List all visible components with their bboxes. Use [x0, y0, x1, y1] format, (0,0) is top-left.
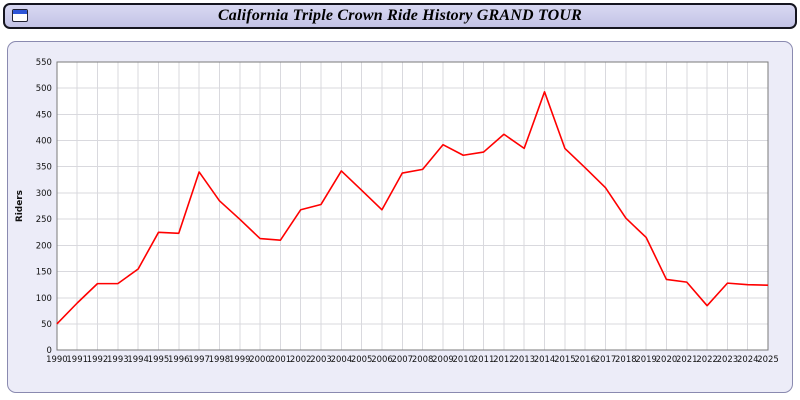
- svg-text:2004: 2004: [331, 354, 353, 364]
- svg-text:2024: 2024: [737, 354, 759, 364]
- svg-text:2014: 2014: [534, 354, 556, 364]
- svg-text:450: 450: [36, 109, 52, 119]
- page-title: California Triple Crown Ride History GRA…: [217, 7, 583, 24]
- svg-text:2008: 2008: [412, 354, 434, 364]
- svg-text:2006: 2006: [371, 354, 393, 364]
- svg-text:350: 350: [36, 162, 52, 172]
- svg-text:2019: 2019: [635, 354, 657, 364]
- svg-text:1999: 1999: [229, 354, 251, 364]
- svg-text:2012: 2012: [493, 354, 515, 364]
- svg-text:2022: 2022: [696, 354, 718, 364]
- svg-text:2011: 2011: [473, 354, 495, 364]
- svg-text:100: 100: [36, 293, 52, 303]
- svg-text:1992: 1992: [87, 354, 109, 364]
- svg-text:2018: 2018: [615, 354, 637, 364]
- svg-text:150: 150: [36, 267, 52, 277]
- svg-text:2021: 2021: [676, 354, 698, 364]
- svg-text:200: 200: [36, 240, 52, 250]
- svg-text:2015: 2015: [554, 354, 576, 364]
- svg-text:1997: 1997: [188, 354, 210, 364]
- svg-text:1995: 1995: [148, 354, 170, 364]
- svg-text:0: 0: [46, 345, 51, 355]
- svg-text:300: 300: [36, 188, 52, 198]
- svg-text:1993: 1993: [107, 354, 129, 364]
- svg-text:2016: 2016: [574, 354, 596, 364]
- svg-text:550: 550: [36, 57, 52, 67]
- svg-text:250: 250: [36, 214, 52, 224]
- svg-text:2025: 2025: [757, 354, 779, 364]
- window-icon: [12, 9, 28, 22]
- svg-text:2020: 2020: [656, 354, 678, 364]
- svg-text:2010: 2010: [452, 354, 474, 364]
- svg-text:2023: 2023: [717, 354, 739, 364]
- svg-text:2009: 2009: [432, 354, 454, 364]
- svg-text:2003: 2003: [310, 354, 332, 364]
- svg-text:50: 50: [41, 319, 52, 329]
- svg-text:2005: 2005: [351, 354, 373, 364]
- svg-text:1990: 1990: [46, 354, 68, 364]
- riders-line-chart: 0501001502002503003504004505005501990199…: [15, 57, 779, 364]
- svg-text:2007: 2007: [392, 354, 414, 364]
- svg-text:400: 400: [36, 136, 52, 146]
- svg-text:2001: 2001: [270, 354, 292, 364]
- svg-text:1996: 1996: [168, 354, 190, 364]
- svg-text:1994: 1994: [127, 354, 149, 364]
- svg-text:Riders: Riders: [15, 190, 25, 222]
- chart-panel: 0 50 100 150 200 250 300 350 400 450 500 550 1990 199…: [7, 41, 793, 393]
- svg-text:1998: 1998: [209, 354, 231, 364]
- svg-text:2000: 2000: [249, 354, 271, 364]
- svg-text:2017: 2017: [595, 354, 617, 364]
- svg-text:1991: 1991: [66, 354, 88, 364]
- title-bar: California Triple Crown Ride History GRA…: [3, 3, 797, 29]
- svg-text:500: 500: [36, 83, 52, 93]
- svg-text:2002: 2002: [290, 354, 312, 364]
- svg-text:2013: 2013: [513, 354, 535, 364]
